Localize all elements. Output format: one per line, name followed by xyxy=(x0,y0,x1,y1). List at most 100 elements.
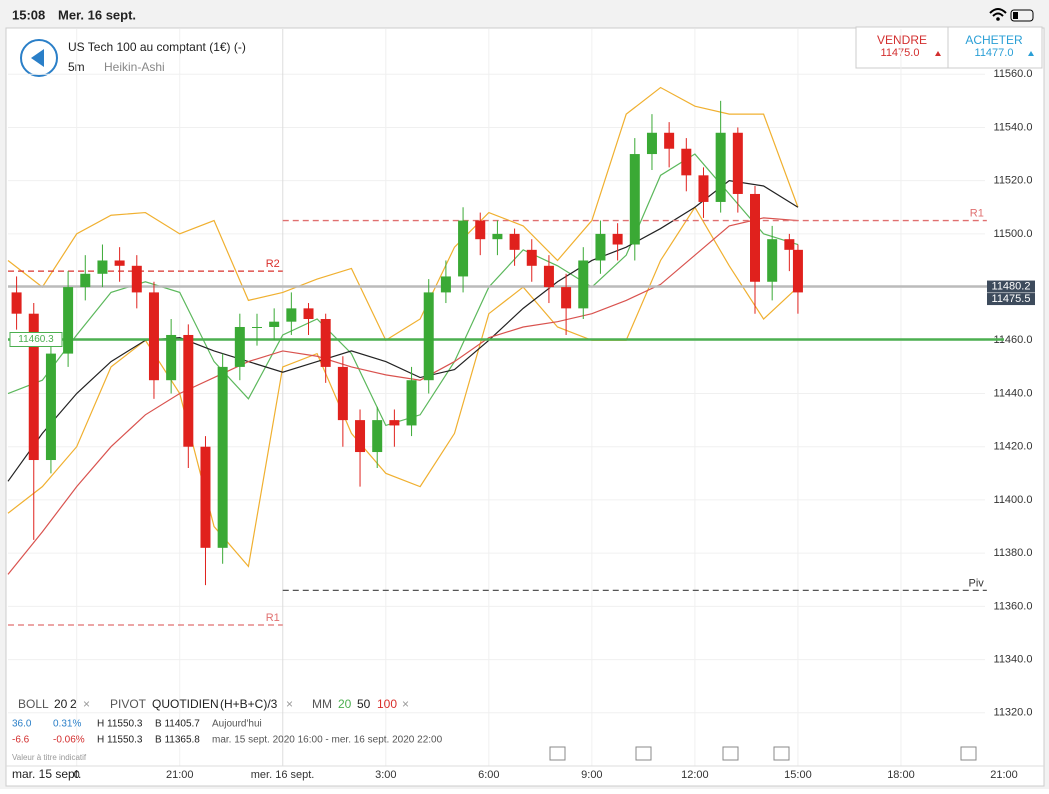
y-tick-label: 11460.0 xyxy=(994,334,1033,346)
x-tick-label: mer. 16 sept. xyxy=(251,769,315,781)
candle-body xyxy=(509,233,520,250)
remove-icon[interactable]: × xyxy=(286,697,293,711)
battery-icon xyxy=(1010,9,1034,22)
buy-button[interactable]: ACHETER 11477.0 xyxy=(965,33,1034,59)
y-tick-label: 11320.0 xyxy=(994,707,1033,719)
y-tick-label: 11360.0 xyxy=(994,600,1033,612)
x-tick-label: 3:00 xyxy=(375,769,396,781)
level-label: R1 xyxy=(970,207,984,219)
stat-low: B 11365.8 xyxy=(155,735,200,746)
back-button[interactable] xyxy=(20,39,58,77)
y-tick-label: 11500.0 xyxy=(994,228,1033,240)
candle-body xyxy=(11,292,22,314)
y-tick-label: 11560.0 xyxy=(994,68,1033,80)
candle-body xyxy=(63,287,74,354)
candle-body xyxy=(792,249,803,293)
mm-period: 20 xyxy=(338,697,352,711)
buy-price[interactable]: 11477.0 xyxy=(975,47,1014,59)
y-tick-label: 11400.0 xyxy=(994,494,1033,506)
stat-high: H 11550.3 xyxy=(97,735,143,746)
buy-label[interactable]: ACHETER xyxy=(965,33,1023,47)
candle-body xyxy=(715,132,726,202)
battery-level xyxy=(1013,12,1018,19)
x-tick-label: 12:00 xyxy=(681,769,709,781)
price-tag xyxy=(987,280,1035,293)
calendar-icon[interactable] xyxy=(722,746,739,761)
x-tick-label: 6:00 xyxy=(478,769,499,781)
candle-body xyxy=(234,326,245,367)
indicator-line xyxy=(7,180,799,482)
candle-body xyxy=(526,249,537,266)
level-label: R1 xyxy=(266,612,280,624)
event-icons xyxy=(549,746,977,761)
candle-body xyxy=(475,220,486,240)
candle-body xyxy=(166,334,177,381)
boll-deviation: 2 xyxy=(70,697,77,711)
stat-high: H 11550.3 xyxy=(97,719,143,730)
candle-body xyxy=(337,366,348,421)
candle-body xyxy=(750,193,760,282)
mm-name[interactable]: MM xyxy=(312,697,332,711)
back-arrow[interactable] xyxy=(31,49,44,67)
x-tick-label: 21:00 xyxy=(166,769,194,781)
remove-icon[interactable]: × xyxy=(83,697,90,711)
y-tick-label: 11440.0 xyxy=(994,387,1033,399)
stats: 36.0 0.31% H 11550.3 B 11405.7 Aujourd'h… xyxy=(12,719,443,762)
candle-body xyxy=(183,334,194,447)
sell-arrow xyxy=(935,51,941,56)
x-start-label: mar. 15 sept. xyxy=(12,767,81,781)
sell-price[interactable]: 11475.0 xyxy=(881,47,920,59)
remove-icon[interactable]: × xyxy=(402,697,409,711)
x-tick-label: 15:00 xyxy=(784,769,812,781)
candle-body xyxy=(458,220,469,277)
candle-body xyxy=(80,273,91,288)
price-tag xyxy=(987,293,1035,306)
plot: 11320.0 11340.0 11360.0 11380.0 11400.0 11420… xyxy=(7,29,1035,781)
stat-low: B 11405.7 xyxy=(155,719,200,730)
trade-box xyxy=(855,26,1043,69)
stat-period: mar. 15 sept. 2020 16:00 - mer. 16 sept.… xyxy=(212,735,443,746)
calendar-icon[interactable] xyxy=(960,746,977,761)
candle-body xyxy=(646,132,657,155)
candle-body xyxy=(200,446,211,548)
candle-body xyxy=(389,420,400,426)
candle-body xyxy=(252,326,262,328)
boll-name[interactable]: BOLL xyxy=(18,697,49,711)
candle-body xyxy=(784,239,795,250)
candle-body xyxy=(217,366,228,548)
price-tag-label: 11475.5 xyxy=(992,293,1031,305)
x-tick-label: 9:00 xyxy=(581,769,602,781)
stat-change: -6.6 xyxy=(12,735,30,746)
candle-body xyxy=(303,308,314,320)
calendar-icon[interactable] xyxy=(549,746,566,761)
candle-body xyxy=(97,260,108,274)
y-tick-label: 11540.0 xyxy=(994,121,1033,133)
candle-body xyxy=(578,260,589,309)
candle-body xyxy=(320,319,331,367)
sell-button[interactable]: VENDRE 11475.0 xyxy=(877,33,941,59)
pivot-name[interactable]: PIVOT xyxy=(110,697,147,711)
candle-body xyxy=(440,276,451,293)
x-tick-label: 0 xyxy=(74,769,80,781)
calendar-icon[interactable] xyxy=(773,746,790,761)
sell-label[interactable]: VENDRE xyxy=(877,33,927,47)
stat-change-pct: 0.31% xyxy=(53,719,81,730)
mm-period: 50 xyxy=(357,697,371,711)
chart-style[interactable]: Heikin-Ashi xyxy=(104,60,165,74)
price-tag-label: 11460.3 xyxy=(18,334,54,345)
level-label: R2 xyxy=(266,258,280,270)
status-time: 15:08 xyxy=(12,7,45,22)
candle-body xyxy=(28,313,39,461)
candle-body xyxy=(681,148,692,176)
indicator-line xyxy=(7,217,798,575)
calendar-icon[interactable] xyxy=(635,746,652,761)
candle-body xyxy=(595,233,606,261)
chart-panel xyxy=(5,27,1045,787)
candle-body xyxy=(492,233,503,240)
stat-change-pct: -0.06% xyxy=(53,735,85,746)
note: Valeur à titre indicatif xyxy=(12,753,87,762)
stat-change: 36.0 xyxy=(12,719,32,730)
candle-body xyxy=(664,132,675,149)
